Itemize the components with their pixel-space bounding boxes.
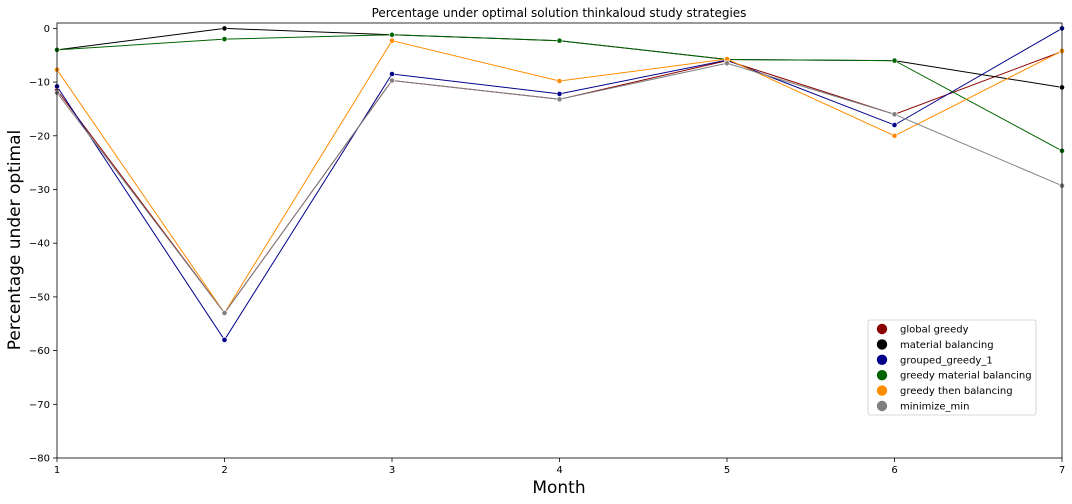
x-tick-label: 1: [54, 465, 60, 476]
data-point: [891, 132, 898, 139]
x-tick-label: 5: [724, 465, 730, 476]
y-tick-label: −30: [29, 185, 50, 196]
legend-label: greedy then balancing: [900, 386, 1013, 397]
series-2: [54, 25, 1065, 343]
x-tick-label: 4: [556, 465, 562, 476]
data-point: [389, 37, 395, 44]
legend-entry: global greedy: [876, 323, 969, 336]
data-point: [556, 37, 563, 44]
y-tick-label: −80: [29, 454, 50, 465]
series-line: [56, 27, 1063, 341]
x-tick-label: 3: [389, 465, 395, 476]
legend-marker: [876, 400, 888, 412]
x-axis-label: Month: [532, 478, 585, 498]
chart-title: Percentage under optimal solution thinka…: [372, 6, 747, 20]
y-tick-label: −40: [29, 239, 50, 250]
legend: global greedy material balancing grouped_g…: [867, 319, 1037, 416]
y-tick-label: −20: [29, 131, 50, 142]
legend-marker: [876, 385, 888, 396]
legend-frame: [867, 319, 1037, 416]
series-0: [54, 48, 1065, 316]
data-point: [556, 96, 563, 103]
x-tick-label: 7: [1059, 465, 1065, 476]
data-point: [221, 336, 228, 343]
legend-marker: [876, 354, 888, 365]
legend-entry: greedy then balancing: [876, 385, 1013, 397]
data-point: [221, 36, 228, 42]
data-point: [891, 122, 898, 128]
series-4: [54, 37, 1065, 316]
data-point: [221, 25, 228, 32]
legend-label: minimize_min: [900, 402, 969, 413]
legend-marker: [876, 323, 888, 335]
series-5: [54, 60, 1065, 316]
y-tick-label: −70: [29, 400, 50, 411]
series-3: [54, 31, 1065, 154]
y-axis: 0 −10 −20 −30 −40 −50 −60 −70 −80: [29, 24, 57, 465]
data-point: [891, 111, 898, 118]
data-point: [389, 71, 395, 77]
data-point: [556, 78, 563, 84]
y-tick-label: −50: [29, 292, 50, 303]
legend-entry: greedy material balancing: [876, 370, 1032, 382]
y-axis-label: Percentage under optimal: [5, 130, 25, 351]
series-line: [56, 51, 1063, 314]
legend-entry: minimize_min: [876, 400, 969, 413]
legend-marker: [876, 339, 888, 350]
data-point: [221, 310, 228, 316]
x-axis: 1 2 3 4 5 6 7: [54, 458, 1065, 476]
y-tick-label: −10: [29, 78, 50, 89]
y-tick-label: 0: [44, 24, 50, 35]
x-tick-label: 6: [891, 465, 897, 476]
legend-entry: material balancing: [876, 339, 994, 351]
legend-label: global greedy: [900, 325, 969, 336]
legend-label: material balancing: [900, 340, 994, 351]
x-tick-label: 2: [221, 465, 227, 476]
data-point: [891, 57, 898, 64]
y-tick-label: −60: [29, 346, 50, 357]
data-point: [724, 60, 730, 67]
data-point: [389, 77, 395, 84]
legend-label: grouped_greedy_1: [900, 355, 993, 366]
series-layer: [54, 25, 1065, 343]
legend-label: greedy material balancing: [900, 371, 1032, 382]
legend-entry: grouped_greedy_1: [876, 354, 993, 366]
data-point: [556, 91, 563, 97]
data-point: [389, 31, 395, 38]
legend-marker: [876, 370, 888, 381]
